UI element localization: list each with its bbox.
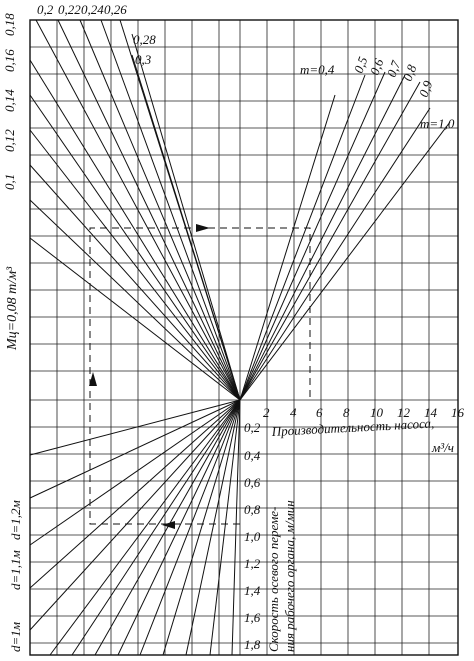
ray-upper-right (239, 121, 451, 401)
right-m-label: 0,7 (384, 58, 404, 79)
ray-lower-left (231, 399, 241, 656)
ray-upper-right (239, 94, 336, 401)
ray-lower-left (162, 399, 241, 656)
speed-tick-label: 1,4 (244, 583, 261, 598)
speed-axis-title: Скорость осевого переме- (266, 507, 281, 652)
top-m-label: 0,3 (135, 52, 152, 67)
speed-tick-label: 0,4 (244, 448, 261, 463)
arrow-left (162, 521, 175, 529)
ray-lower-left (117, 399, 241, 656)
arrow-right (196, 224, 210, 232)
ray-upper-right (239, 81, 421, 401)
left-axis-title: Mц=0,08 т/м³ (5, 266, 20, 351)
grid (29, 19, 459, 656)
productivity-axis-unit: м³/ч (431, 440, 454, 455)
right-m-label: 0,9 (416, 78, 436, 99)
ray-lower-left (29, 399, 241, 546)
top-m-label: 0,2 (37, 2, 54, 17)
ray-lower-left (185, 399, 241, 656)
ray-lower-left (139, 399, 241, 656)
left-axis-ticks: 0,1 0,12 0,14 0,16 0,18 (2, 13, 17, 190)
right-m-label: 0,6 (367, 56, 387, 77)
ray-upper-left (29, 164, 241, 401)
ray-lower-left (29, 399, 241, 631)
speed-tick-label: 0,6 (244, 475, 261, 490)
ray-lower-left (94, 399, 241, 656)
ray-upper-right (239, 74, 366, 401)
speed-tick-label: 1,0 (244, 529, 261, 544)
diameter-label: d=1м (8, 622, 23, 652)
ray-upper-left (100, 19, 241, 401)
example-path (89, 227, 311, 525)
ray-upper-left (29, 237, 241, 401)
speed-tick-label: 0,2 (244, 420, 261, 435)
left-tick-label: 0,1 (2, 174, 17, 190)
nomogram-rays (29, 19, 451, 656)
ray-upper-left (35, 19, 241, 401)
top-m-labels: 0,2 0,22 0,24 0,26 0,28 0,3 (37, 2, 156, 67)
productivity-tick-label: 4 (290, 405, 297, 420)
diameter-label: d=1,1м (8, 550, 23, 590)
ray-upper-right (239, 74, 406, 401)
right-m-label: 0,8 (400, 62, 420, 83)
right-m-label: m=1,0 (420, 116, 455, 131)
left-tick-label: 0,16 (2, 49, 17, 72)
ray-lower-left (71, 399, 241, 656)
productivity-tick-label: 12 (397, 405, 411, 420)
productivity-tick-label: 2 (263, 405, 270, 420)
example-dashed-line (89, 227, 311, 525)
productivity-tick-label: 6 (316, 405, 323, 420)
left-tick-label: 0,12 (2, 129, 17, 152)
top-m-label: 0,28 (133, 32, 156, 47)
ray-upper-right (239, 71, 386, 401)
ray-upper-right (239, 107, 431, 401)
ray-upper-left (29, 59, 241, 401)
left-tick-label: 0,18 (2, 13, 17, 36)
ray-lower-left (49, 399, 241, 656)
ray-lower-left (29, 399, 241, 499)
productivity-axis-ticks: 2 4 6 8 10 12 14 16 (263, 405, 465, 420)
speed-tick-label: 1,6 (244, 610, 261, 625)
ray-upper-left (131, 33, 241, 401)
top-m-label: 0,24 (81, 2, 104, 17)
left-tick-label: 0,14 (2, 89, 17, 112)
ray-upper-left (29, 199, 241, 401)
frame (29, 19, 459, 656)
productivity-tick-label: 10 (370, 405, 384, 420)
diameter-labels: d=1м d=1,1м d=1,2м (8, 500, 23, 652)
speed-tick-label: 1,8 (244, 637, 261, 652)
arrow-up (89, 372, 97, 386)
productivity-tick-label: 14 (424, 405, 438, 420)
right-m-label: m=0,4 (300, 62, 335, 77)
top-m-label: 0,26 (104, 2, 127, 17)
speed-axis-ticks: 0,2 0,4 0,6 0,8 1,0 1,2 1,4 1,6 1,8 (244, 420, 261, 652)
right-m-labels: m=0,4 0,50,60,70,80,9 m=1,0 (300, 54, 455, 131)
ray-upper-left (29, 94, 241, 401)
speed-tick-label: 1,2 (244, 556, 261, 571)
top-m-label: 0,22 (58, 2, 81, 17)
speed-axis-unit: ния рабочего органа, м/мин (282, 500, 297, 652)
productivity-tick-label: 8 (343, 405, 350, 420)
ray-lower-left (209, 399, 241, 656)
ray-lower-left (29, 399, 241, 456)
productivity-tick-label: 16 (451, 405, 465, 420)
ray-upper-left (29, 129, 241, 401)
diameter-label: d=1,2м (8, 500, 23, 540)
right-m-label: 0,5 (351, 54, 371, 75)
ray-upper-left (57, 19, 241, 401)
ray-lower-left (29, 399, 241, 589)
ray-upper-left (79, 19, 241, 401)
speed-tick-label: 0,8 (244, 502, 261, 517)
